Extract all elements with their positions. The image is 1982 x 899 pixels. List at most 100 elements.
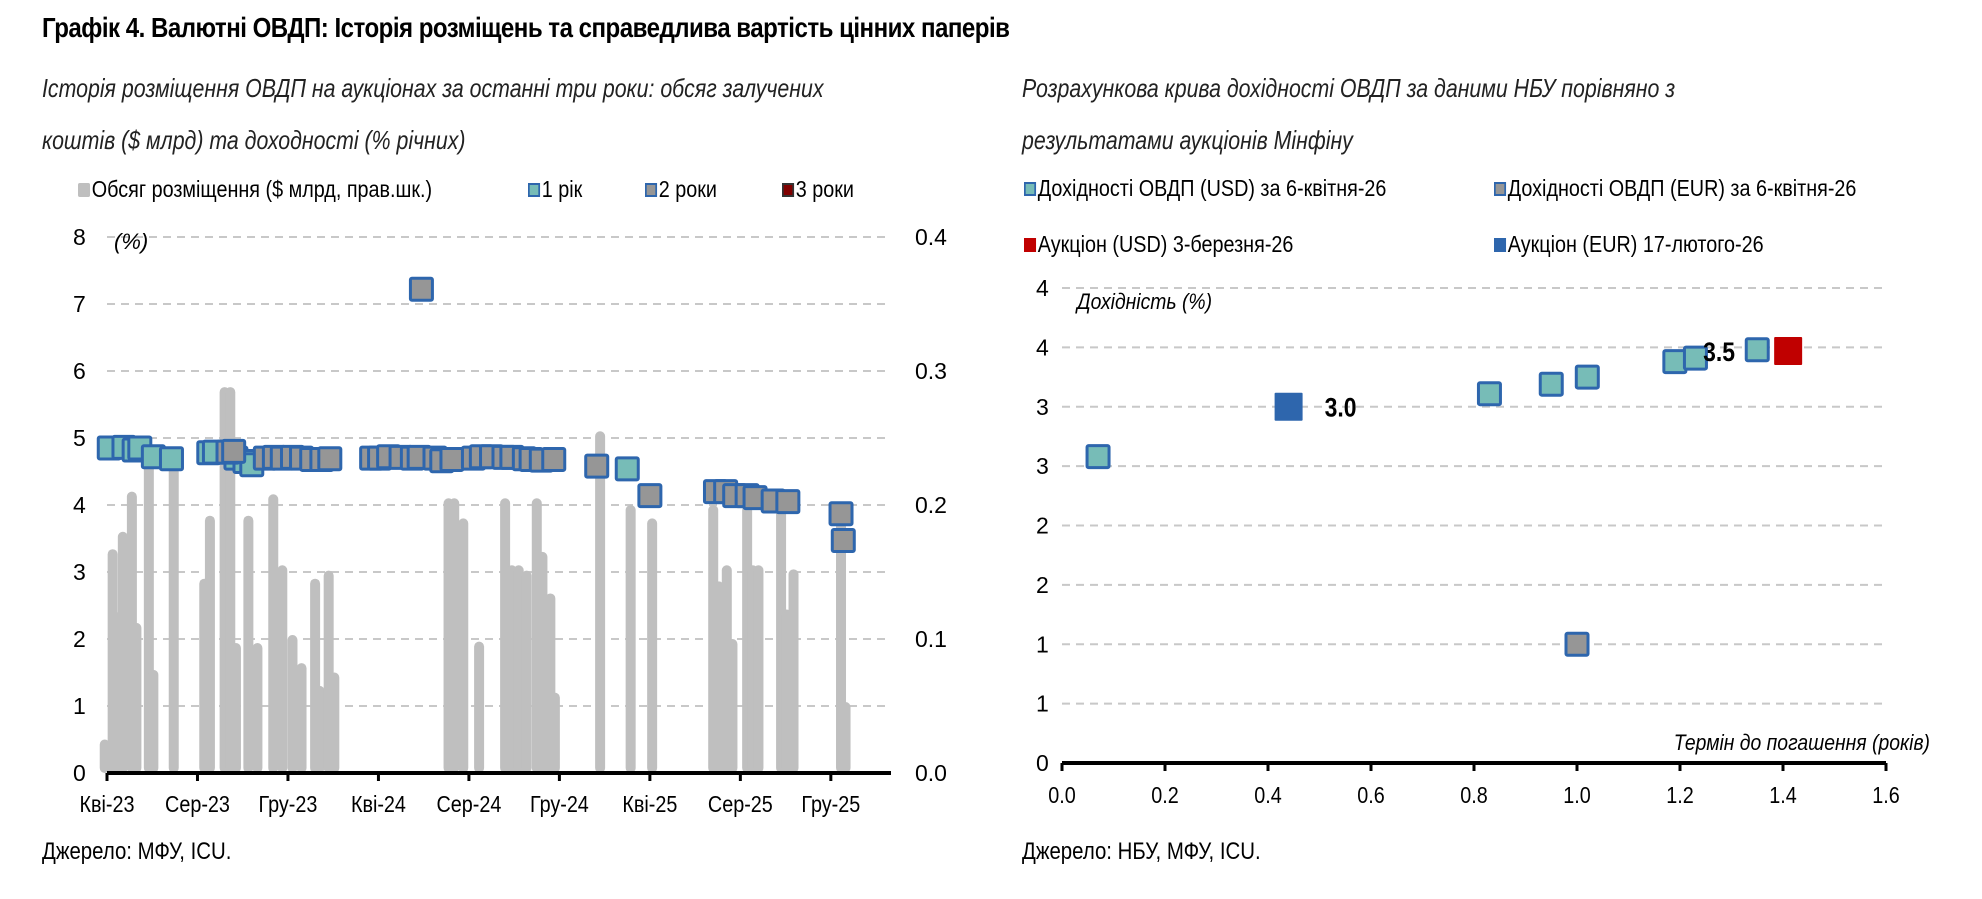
yield-marker-y2 xyxy=(830,528,856,554)
left-yield-markers xyxy=(96,276,856,554)
volume-bar xyxy=(549,692,560,773)
yield-marker-usd_nbu xyxy=(1682,345,1708,371)
left-x-tick-label: Сер-23 xyxy=(165,792,230,818)
yield-marker-y1 xyxy=(614,456,640,482)
figure-title: Графік 4. Валютні ОВДП: Історія розміщен… xyxy=(42,12,1010,43)
left-y-tick-label: 1 xyxy=(73,693,86,719)
volume-bar xyxy=(168,451,179,773)
left-subtitle-line2: коштів ($ млрд) та доходності (% річних) xyxy=(42,125,466,155)
right-y-tick-label: 4 xyxy=(1036,334,1049,360)
legend-item-eur-auction: Аукціон (EUR) 17-лютого-26 xyxy=(1494,231,1764,258)
legend-item-usd-auction: Аукціон (USD) 3-березня-26 xyxy=(1024,231,1293,258)
left-y-tick-label: 3 xyxy=(73,559,86,585)
legend-label-usd-auction: Аукціон (USD) 3-березня-26 xyxy=(1037,231,1294,257)
volume-bar xyxy=(277,565,288,773)
volume-bar xyxy=(449,498,460,773)
legend-label-usd-nbu: Дохідності ОВДП (USD) за 6-квітня-26 xyxy=(1037,175,1387,201)
left-y-tick-label: 4 xyxy=(73,492,86,518)
right-chart: 0 1 1 2 2 3 3 4 4 3.5 3.0 0.0 0.2 0.4 0.6 0.8 1.0 1.2 1.… xyxy=(1036,275,1930,808)
right-x-tick-label: 0.4 xyxy=(1254,783,1282,809)
yield-marker-y2 xyxy=(828,501,854,527)
legend-swatch-usd-auction xyxy=(1024,237,1037,252)
legend-swatch-eur-auction xyxy=(1494,237,1507,252)
left-chart: 0 1 2 3 4 5 6 7 8 0.0 0.1 0.2 0.3 0.4 Кві-23 Сер-23 Гру… xyxy=(73,224,947,817)
left-x-tick-label: Сер-25 xyxy=(708,792,773,818)
volume-bar xyxy=(268,494,279,773)
volume-bar xyxy=(148,669,159,773)
right-source-note: Джерело: НБУ, МФУ, ICU. xyxy=(1022,838,1261,865)
left-y-tick-label: 5 xyxy=(73,425,86,451)
left-volume-bars xyxy=(99,387,851,773)
legend-item-1y: 1 рік xyxy=(528,176,582,203)
legend-label-volume: Обсяг розміщення ($ млрд, прав.шк.) xyxy=(91,176,433,202)
left-y-tick-label: 7 xyxy=(73,291,86,317)
volume-bar xyxy=(99,739,110,773)
left-source-note: Джерело: МФУ, ICU. xyxy=(42,838,232,865)
volume-bar xyxy=(727,639,738,773)
volume-bar xyxy=(329,672,340,773)
volume-bar xyxy=(252,643,263,773)
volume-bar xyxy=(458,518,469,773)
volume-bar xyxy=(117,531,128,773)
volume-bar xyxy=(287,634,298,773)
yield-marker-usd_nbu xyxy=(1476,381,1502,407)
volume-bar xyxy=(595,431,606,773)
right-y-tick-label: 1 xyxy=(1036,691,1049,717)
legend-item-usd-nbu: Дохідності ОВДП (USD) за 6-квітня-26 xyxy=(1024,175,1386,202)
legend-swatch-usd-nbu xyxy=(1024,181,1037,196)
left-x-tick-label: Кві-23 xyxy=(80,792,135,818)
left-y2-tick-label: 0.0 xyxy=(915,760,947,786)
volume-bar xyxy=(243,515,254,773)
legend-label-3y: 3 роки xyxy=(795,176,854,202)
yield-marker-usd_nbu xyxy=(1662,349,1688,375)
right-x-tick-label: 1.4 xyxy=(1769,783,1797,809)
yield-marker-y2 xyxy=(317,446,343,472)
volume-bar xyxy=(625,505,636,773)
legend-item-3y: 3 роки xyxy=(782,176,854,203)
yield-marker-usd_nbu xyxy=(1538,371,1564,397)
left-gridlines: 0 1 2 3 4 5 6 7 8 0.0 0.1 0.2 0.3 0.4 xyxy=(73,224,947,786)
volume-bar xyxy=(840,701,851,773)
left-x-tick-label: Гру-23 xyxy=(259,792,318,818)
left-x-tick-label: Гру-25 xyxy=(801,792,860,818)
right-yield-markers: 3.5 3.0 xyxy=(1085,336,1803,657)
yield-marker-y2 xyxy=(408,276,434,302)
left-x-tick-label: Кві-25 xyxy=(622,792,677,818)
right-y-tick-label: 3 xyxy=(1036,453,1049,479)
right-x-tick-label: 0.6 xyxy=(1357,783,1384,809)
right-subtitle-line1: Розрахункова крива дохідності ОВДП за да… xyxy=(1022,73,1676,103)
volume-bar xyxy=(204,515,215,773)
yield-marker-y2 xyxy=(541,446,567,472)
yield-marker-y2 xyxy=(637,483,663,509)
left-x-tick-label: Сер-24 xyxy=(437,792,502,818)
right-x-tick-label: 0.0 xyxy=(1048,783,1076,809)
yield-marker-usd_nbu xyxy=(1085,444,1111,470)
legend-label-1y: 1 рік xyxy=(541,176,583,202)
right-y-tick-label: 2 xyxy=(1036,513,1049,539)
volume-bar xyxy=(753,565,764,773)
legend-item-2y: 2 роки xyxy=(645,176,717,203)
right-y-tick-label: 0 xyxy=(1036,750,1049,776)
right-y-tick-label: 1 xyxy=(1036,631,1049,657)
yield-marker-eur_nbu xyxy=(1564,631,1590,657)
right-x-tick-label: 0.8 xyxy=(1460,783,1487,809)
left-y-tick-label: 6 xyxy=(73,358,86,384)
legend-item-eur-nbu: Дохідності ОВДП (EUR) за 6-квітня-26 xyxy=(1494,175,1856,202)
yield-marker-y2 xyxy=(221,438,247,464)
yield-marker-y1 xyxy=(158,446,184,472)
left-y2-tick-label: 0.2 xyxy=(915,492,947,518)
legend-swatch-3y xyxy=(782,182,795,197)
right-x-tick-label: 1.0 xyxy=(1563,783,1591,809)
left-y2-tick-label: 0.3 xyxy=(915,358,947,384)
right-y-tick-label: 2 xyxy=(1036,572,1049,598)
yield-marker-usd_nbu xyxy=(1744,337,1770,363)
legend-item-volume: Обсяг розміщення ($ млрд, прав.шк.) xyxy=(78,176,432,203)
right-x-tick-label: 1.2 xyxy=(1666,783,1693,809)
auction-data-label: 3.5 xyxy=(1703,337,1735,367)
left-y-tick-label: 8 xyxy=(73,224,86,250)
left-y-tick-label: 0 xyxy=(73,760,86,786)
left-chart-subtitle: Історія розміщення ОВДП на аукціонах за … xyxy=(42,62,824,166)
volume-bar xyxy=(788,569,799,773)
left-y2-tick-label: 0.4 xyxy=(915,224,947,250)
